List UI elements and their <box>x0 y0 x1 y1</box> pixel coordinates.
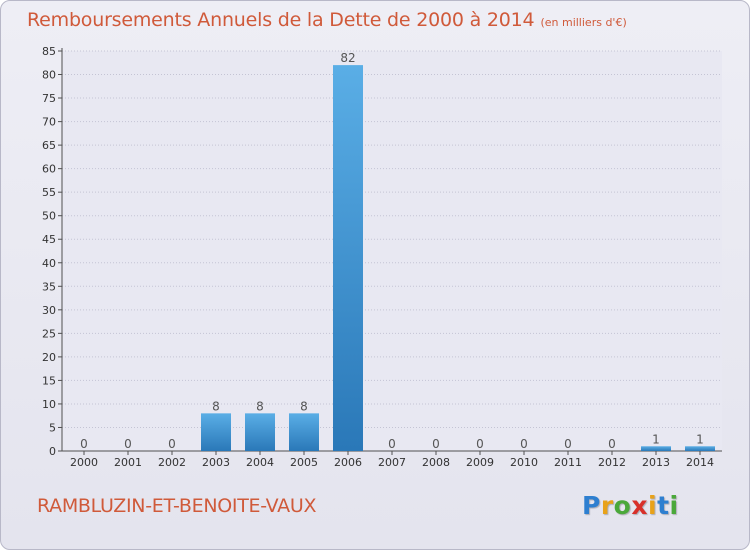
x-tick-label: 2014 <box>686 456 714 469</box>
y-tick-label: 40 <box>42 257 56 270</box>
y-tick-label: 45 <box>42 233 56 246</box>
logo-letter: i <box>669 491 679 520</box>
y-tick-label: 10 <box>42 398 56 411</box>
y-tick-label: 20 <box>42 351 56 364</box>
plot-area <box>62 51 722 451</box>
bar <box>333 65 363 451</box>
chart-unit-note: (en milliers d'€) <box>540 16 627 29</box>
y-tick-label: 5 <box>49 421 56 434</box>
proxiti-logo: Proxiti <box>582 491 679 520</box>
x-tick-label: 2011 <box>554 456 582 469</box>
y-tick-label: 50 <box>42 210 56 223</box>
x-tick-label: 2000 <box>70 456 98 469</box>
bar <box>685 446 715 451</box>
chart-title-line: Remboursements Annuels de la Dette de 20… <box>27 9 627 31</box>
y-tick-label: 70 <box>42 116 56 129</box>
y-tick-label: 65 <box>42 139 56 152</box>
chart-title: Remboursements Annuels de la Dette de 20… <box>27 9 535 31</box>
bar-value-label: 82 <box>340 51 355 65</box>
bar-value-label: 0 <box>388 437 396 451</box>
bar-value-label: 8 <box>212 399 220 413</box>
logo-letter: x <box>631 491 648 520</box>
x-tick-label: 2006 <box>334 456 362 469</box>
bar-value-label: 0 <box>124 437 132 451</box>
bar-value-label: 0 <box>520 437 528 451</box>
y-tick-label: 75 <box>42 92 56 105</box>
x-tick-label: 2013 <box>642 456 670 469</box>
bar-value-label: 0 <box>476 437 484 451</box>
x-tick-label: 2008 <box>422 456 450 469</box>
x-tick-label: 2010 <box>510 456 538 469</box>
logo-letter: t <box>657 491 670 520</box>
bar-value-label: 0 <box>432 437 440 451</box>
y-tick-label: 25 <box>42 327 56 340</box>
bar <box>245 413 275 451</box>
y-tick-label: 80 <box>42 69 56 82</box>
bar-value-label: 8 <box>256 399 264 413</box>
y-tick-label: 55 <box>42 186 56 199</box>
bar <box>201 413 231 451</box>
x-tick-label: 2007 <box>378 456 406 469</box>
y-tick-label: 15 <box>42 374 56 387</box>
x-tick-label: 2002 <box>158 456 186 469</box>
logo-letter: o <box>613 491 632 520</box>
bar-value-label: 1 <box>652 432 660 446</box>
x-tick-label: 2001 <box>114 456 142 469</box>
bar-value-label: 1 <box>696 432 704 446</box>
bar-value-label: 0 <box>564 437 572 451</box>
x-tick-label: 2009 <box>466 456 494 469</box>
x-tick-label: 2005 <box>290 456 318 469</box>
x-tick-label: 2012 <box>598 456 626 469</box>
logo-letter: P <box>582 491 601 520</box>
logo-letter: i <box>648 491 658 520</box>
y-tick-label: 35 <box>42 280 56 293</box>
commune-name: RAMBLUZIN-ET-BENOITE-VAUX <box>37 495 317 517</box>
y-tick-label: 0 <box>49 445 56 458</box>
bar-value-label: 0 <box>168 437 176 451</box>
bar-value-label: 0 <box>608 437 616 451</box>
x-tick-label: 2003 <box>202 456 230 469</box>
y-tick-label: 60 <box>42 163 56 176</box>
bar-value-label: 0 <box>80 437 88 451</box>
logo-letter: r <box>600 491 614 520</box>
bar <box>641 446 671 451</box>
y-tick-label: 85 <box>42 45 56 58</box>
bar-value-label: 8 <box>300 399 308 413</box>
x-tick-label: 2004 <box>246 456 274 469</box>
bar <box>289 413 319 451</box>
y-tick-label: 30 <box>42 304 56 317</box>
